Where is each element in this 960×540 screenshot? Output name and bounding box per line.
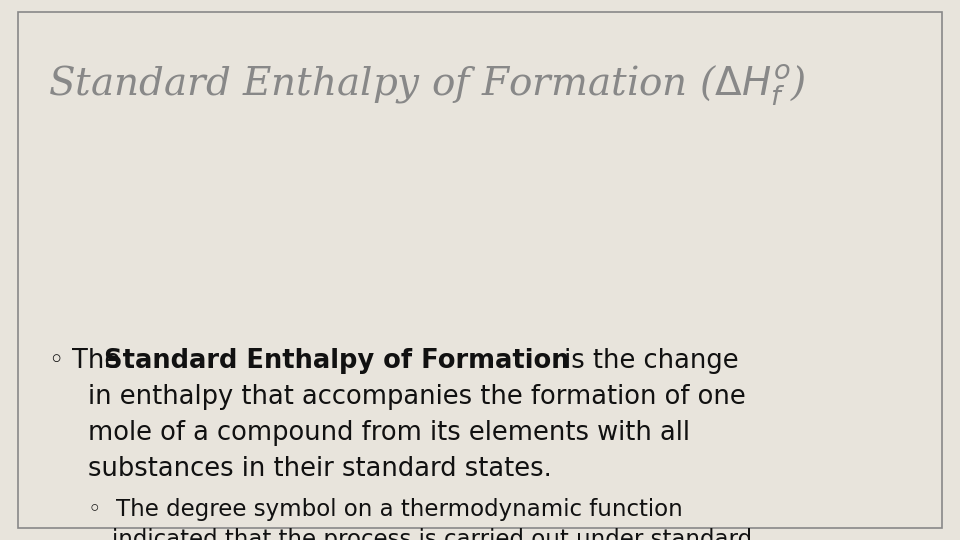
Text: indicated that the process is carried out under standard: indicated that the process is carried ou… — [112, 528, 752, 540]
FancyBboxPatch shape — [18, 12, 942, 528]
Text: mole of a compound from its elements with all: mole of a compound from its elements wit… — [88, 420, 690, 446]
Text: in enthalpy that accompanies the formation of one: in enthalpy that accompanies the formati… — [88, 384, 746, 410]
Text: ◦: ◦ — [48, 348, 63, 374]
Text: Standard Enthalpy of Formation: Standard Enthalpy of Formation — [104, 348, 569, 374]
Text: substances in their standard states.: substances in their standard states. — [88, 456, 552, 482]
Text: Standard Enthalpy of Formation ($\Delta H_f^o$): Standard Enthalpy of Formation ($\Delta … — [48, 62, 806, 108]
Text: The: The — [72, 348, 129, 374]
Text: is the change: is the change — [556, 348, 738, 374]
Text: ◦  The degree symbol on a thermodynamic function: ◦ The degree symbol on a thermodynamic f… — [88, 498, 683, 521]
